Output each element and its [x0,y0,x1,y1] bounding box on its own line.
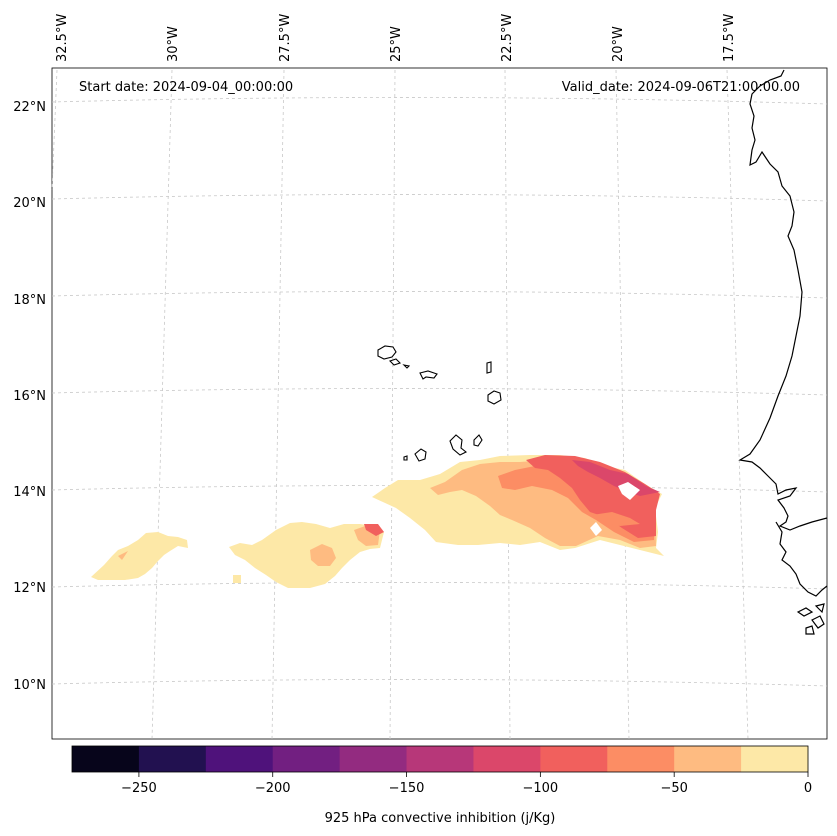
island-santiago [449,434,468,456]
island-fogo [414,448,427,462]
parallel-20n [51,194,828,202]
lon-label: 27.5°W [278,14,293,62]
contour-patch-central-speck [233,575,241,583]
contour-patch-central-orange-a [310,544,336,566]
contour-patch-east-gap-b [590,522,602,536]
contour-patch-east-gap-a [618,482,640,500]
cin-contours [91,455,664,588]
parallel-18n [51,291,828,299]
start-date-label: Start date: 2024-09-04_00:00:00 [79,80,293,95]
lon-label: 22.5°W [500,14,515,62]
lon-label: 30°W [166,26,181,62]
coastline-africa [738,69,828,635]
colorbar-segment [138,746,207,772]
lat-label: 18°N [13,293,46,308]
contour-patch-central-red [364,524,384,536]
colorbar-tick-label: −250 [121,781,157,796]
cape-verde-islands [377,345,502,462]
lat-labels: 22°N 20°N 18°N 16°N 14°N 12°N 10°N [13,100,46,693]
colorbar-frame [71,745,809,773]
colorbar: −250 −200 −150 −100 −50 0 925 hPa convective … [71,745,812,826]
colorbar-tick-label: −100 [523,781,559,796]
parallel-10n [51,679,828,687]
parallel-14n [51,485,828,493]
colorbar-tick-label: −150 [389,781,425,796]
colorbar-segment [72,746,140,772]
contour-patch-central [229,522,384,588]
colorbar-tick-label: −200 [255,781,291,796]
contour-patch-west-inner [118,551,128,560]
coast-gambia-guinea [775,521,828,597]
island-brava [403,455,408,461]
lat-label: 20°N [13,196,46,211]
lon-label: 20°W [611,26,626,62]
contour-patch-east-orange-streak [592,512,640,526]
parallel-22n [51,97,828,105]
coast-mauritania-senegal [738,69,828,531]
lon-label: 32.5°W [55,14,70,62]
parallel-12n [51,582,828,590]
lon-label: 25°W [389,26,404,62]
lat-label: 16°N [13,389,46,404]
valid-date-label: Valid_date: 2024-09-06T21:00:00.00 [562,80,800,95]
meridian-32-5w [51,69,58,191]
lat-label: 10°N [13,678,46,693]
map-frame [51,67,828,740]
colorbar-segment [339,746,408,772]
island-sao-nicolau [419,370,438,380]
island-boa-vista [487,390,502,405]
lat-label: 12°N [13,581,46,596]
colorbar-segment [205,746,274,772]
parallel-16n [51,388,828,396]
island-sao-vicente [388,358,402,366]
colorbar-segment [473,746,541,772]
colorbar-label: 925 hPa convective inhibition (j/Kg) [325,811,556,826]
colorbar-tick-label: −50 [660,781,687,796]
contour-patch-west [91,532,188,580]
lat-label: 14°N [13,485,46,500]
colorbar-segment [540,746,608,772]
colorbar-segment [741,746,809,772]
island-santa-luzia [402,364,411,369]
island-santo-antao [377,345,397,360]
coast-bissagos [796,603,825,635]
colorbar-segment [607,746,675,772]
lon-labels: 32.5°W 30°W 27.5°W 25°W 22.5°W 20°W 17.5… [55,14,737,62]
contour-patch-east-band-4 [572,460,660,496]
colorbar-segment [674,746,742,772]
colorbar-segment [272,746,341,772]
lat-label: 22°N [13,100,46,115]
lon-label: 17.5°W [722,14,737,62]
graticule [51,69,828,740]
colorbar-segment [406,746,474,772]
island-sal [486,361,492,374]
colorbar-tick-label: 0 [804,781,812,796]
island-maio [473,434,483,447]
